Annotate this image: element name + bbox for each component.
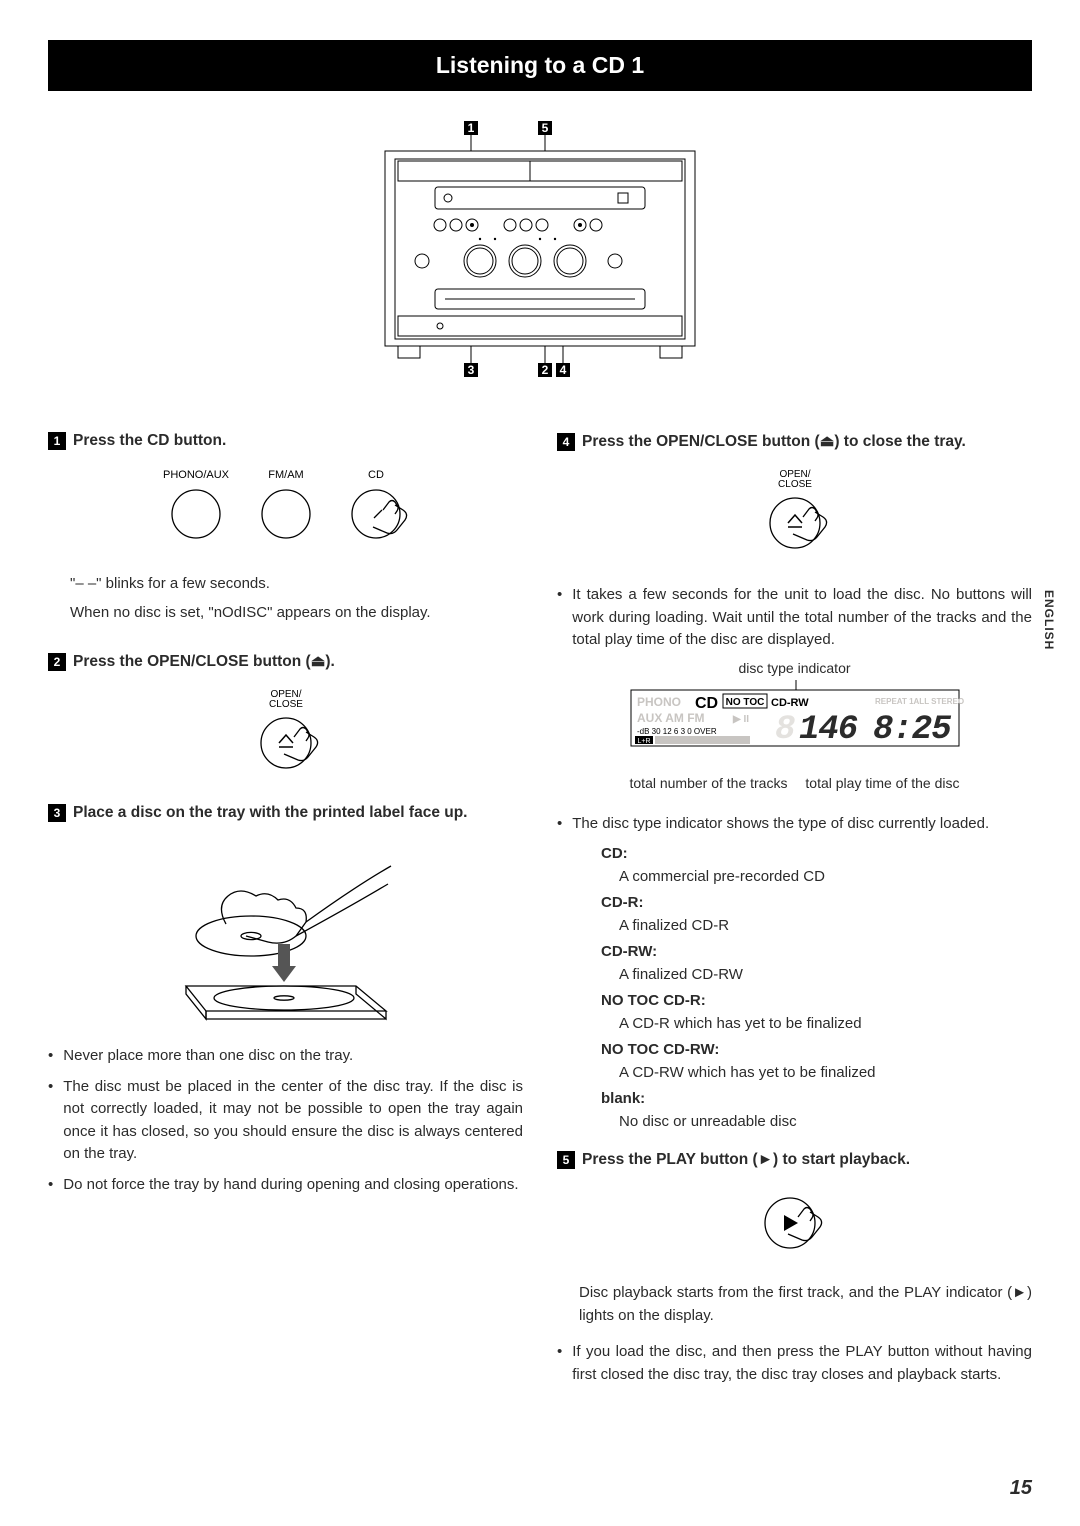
left-column: 1 Press the CD button. PHONO/AUX FM/AM C… [48, 416, 523, 1394]
step-3-bullet-1: The disc must be placed in the center of… [48, 1076, 523, 1166]
disc-type-caption: disc type indicator [557, 660, 1032, 676]
step-4-bullet: It takes a few seconds for the unit to l… [557, 584, 1032, 652]
svg-text:CLOSE: CLOSE [269, 699, 303, 710]
display-panel: PHONO REPEAT 1ALL STEREO AUX AM FM ▶ II … [557, 680, 1032, 761]
step-5-title: Press the PLAY button (►) to start playb… [582, 1151, 910, 1169]
svg-text:-dB 30 12 6 3 0 OVER: -dB 30 12 6 3 0 OVER [637, 727, 717, 736]
page-number: 15 [1010, 1477, 1032, 1500]
step-3-figure [48, 836, 523, 1031]
svg-text:1: 1 [468, 121, 475, 135]
svg-text:▶ II: ▶ II [732, 714, 749, 725]
language-tab: ENGLISH [1042, 590, 1056, 650]
step-5-note: Disc playback starts from the first trac… [579, 1282, 1032, 1327]
step-5-figure [557, 1183, 1032, 1268]
svg-text:L+R: L+R [637, 738, 650, 745]
disc-type-list: CD: A commercial pre-recorded CD CD-R: A… [601, 843, 1032, 1133]
step-2-title: Press the OPEN/CLOSE button (⏏). [73, 652, 335, 671]
step-1-title: Press the CD button. [73, 432, 226, 450]
step-4-figure: OPEN/ CLOSE [557, 465, 1032, 570]
svg-text:3: 3 [468, 363, 475, 377]
step-1-note-b: When no disc is set, "nOdISC" appears on… [70, 602, 523, 625]
step-4-num: 4 [557, 433, 575, 451]
step-4-title: Press the OPEN/CLOSE button (⏏) to close… [582, 432, 966, 451]
svg-text:CD-RW: CD-RW [771, 697, 809, 709]
page-title-text: Listening to a CD 1 [436, 52, 644, 78]
caption-time: total play time of the disc [805, 775, 959, 791]
svg-text:PHONO: PHONO [637, 695, 681, 709]
svg-text:CD: CD [368, 469, 384, 481]
device-svg: 1 5 [340, 121, 740, 381]
step-4b-bullet: The disc type indicator shows the type o… [557, 813, 1032, 836]
step-1-num: 1 [48, 432, 66, 450]
svg-text:CLOSE: CLOSE [778, 479, 812, 490]
svg-text:5: 5 [542, 121, 549, 135]
step-2-figure: OPEN/ CLOSE [48, 685, 523, 790]
svg-text:4: 4 [560, 363, 567, 377]
page-title-bar: Listening to a CD 1 [48, 40, 1032, 91]
svg-text:2: 2 [542, 363, 549, 377]
svg-text:CD: CD [695, 695, 718, 712]
svg-text:REPEAT 1ALL STEREO: REPEAT 1ALL STEREO [875, 697, 964, 706]
step-2-num: 2 [48, 653, 66, 671]
step-3-title: Place a disc on the tray with the printe… [73, 804, 468, 822]
step-3-bullet-0: Never place more than one disc on the tr… [48, 1045, 523, 1068]
svg-text:PHONO/AUX: PHONO/AUX [162, 469, 229, 481]
step-3-num: 3 [48, 804, 66, 822]
svg-text:FM/AM: FM/AM [268, 469, 303, 481]
svg-text:146: 146 [799, 711, 858, 749]
svg-text:NO TOC: NO TOC [725, 697, 764, 708]
svg-text:AUX AM FM: AUX AM FM [637, 711, 705, 725]
caption-tracks: total number of the tracks [630, 775, 788, 791]
display-captions: total number of the tracks total play ti… [630, 775, 960, 791]
step-3-bullet-2: Do not force the tray by hand during ope… [48, 1174, 523, 1197]
right-column: 4 Press the OPEN/CLOSE button (⏏) to clo… [557, 416, 1032, 1394]
svg-text:8:25: 8:25 [873, 711, 951, 749]
step-1-note-a: "– –" blinks for a few seconds. [70, 573, 523, 596]
svg-text:8: 8 [775, 711, 795, 749]
step-5-num: 5 [557, 1151, 575, 1169]
step-5-bullet: If you load the disc, and then press the… [557, 1341, 1032, 1386]
hero-diagram: 1 5 [48, 121, 1032, 386]
step-1-figure: PHONO/AUX FM/AM CD [48, 464, 523, 559]
